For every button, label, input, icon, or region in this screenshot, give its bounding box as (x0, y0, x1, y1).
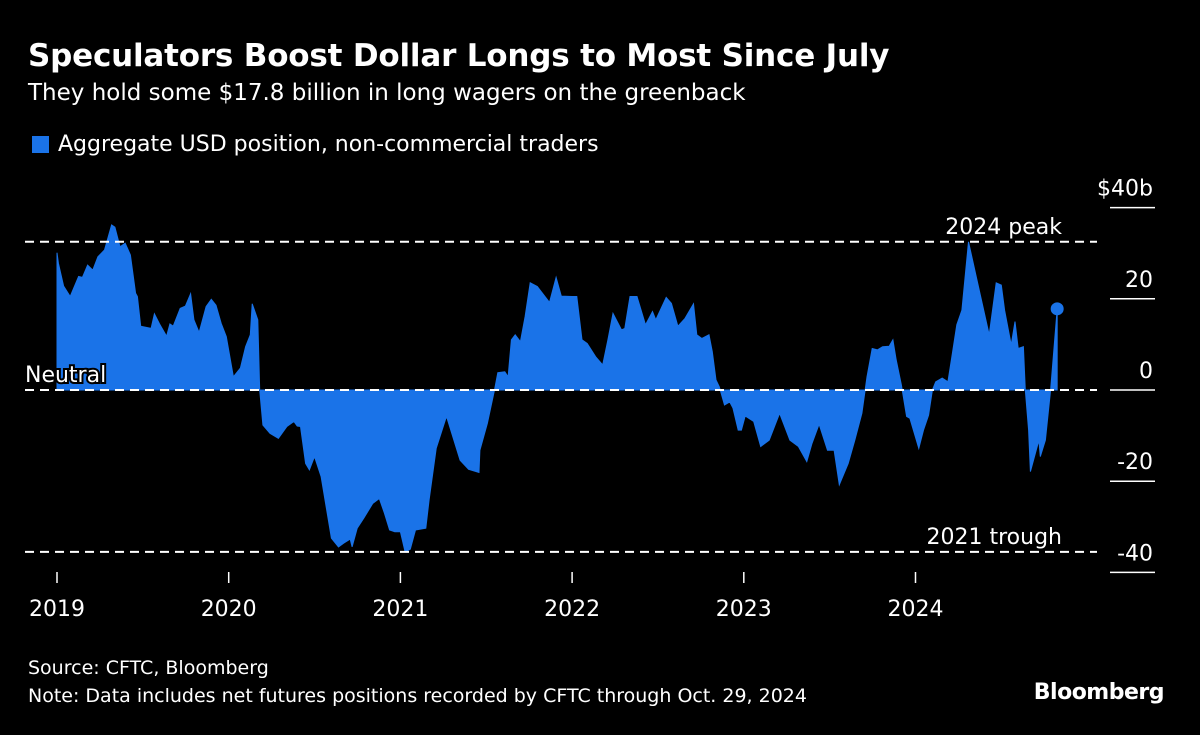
x-tick-label: 2022 (544, 597, 600, 622)
x-tick-label: 2019 (29, 597, 85, 622)
y-tick-label: -40 (1117, 541, 1153, 566)
x-tick-label: 2020 (201, 597, 257, 622)
y-tick-label: 20 (1125, 268, 1153, 293)
bloomberg-logo: Bloomberg (1033, 680, 1165, 705)
reference-label: 2021 trough (927, 525, 1062, 550)
legend-swatch (32, 136, 49, 153)
y-tick-label: -20 (1117, 450, 1153, 475)
chart-title: Speculators Boost Dollar Longs to Most S… (28, 38, 890, 74)
y-tick-label: $40b (1097, 177, 1153, 202)
x-tick-label: 2023 (716, 597, 772, 622)
y-tick-label: 0 (1139, 359, 1153, 384)
legend-label: Aggregate USD position, non-commercial t… (58, 132, 599, 157)
legend: Aggregate USD position, non-commercial t… (32, 132, 599, 157)
series-area (56, 224, 1058, 553)
reference-label-neutral: Neutral (25, 363, 106, 388)
x-tick-label: 2021 (372, 597, 428, 622)
source-note: Source: CFTC, Bloomberg (28, 657, 269, 679)
last-point-marker (1050, 302, 1064, 316)
x-tick-label: 2024 (888, 597, 944, 622)
data-note: Note: Data includes net futures position… (28, 685, 807, 707)
reference-label: 2024 peak (945, 215, 1062, 240)
chart-subtitle: They hold some $17.8 billion in long wag… (28, 80, 746, 106)
